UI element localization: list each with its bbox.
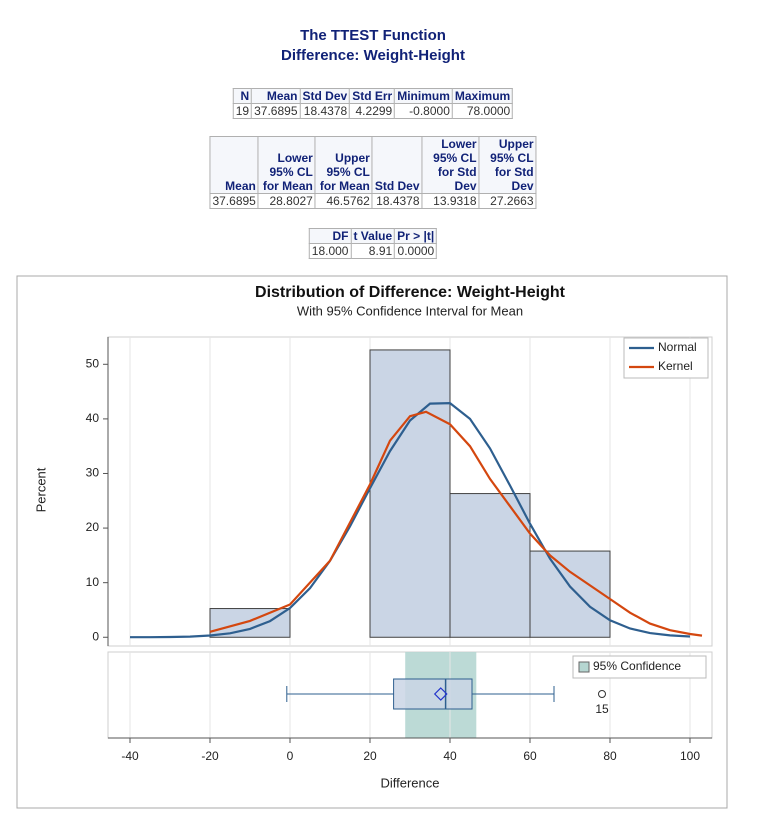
x-tick-label: -20 [201, 749, 219, 763]
cell: 37.6895 [251, 103, 301, 119]
data-row: 18.000 8.91 0.0000 [308, 243, 438, 259]
x-tick-label: 0 [287, 749, 294, 763]
column-header: Std Dev [299, 88, 351, 104]
column-header: Lower 95% CL for Mean [257, 136, 316, 194]
column-header: Upper 95% CL for Mean [314, 136, 373, 194]
data-row: 37.6895 28.8027 46.5762 18.4378 13.9318 27.26… [209, 193, 537, 209]
header-row: DF t Value Pr > |t| [308, 228, 438, 244]
column-header: t Value [350, 228, 396, 244]
mean-marker [433, 687, 448, 701]
y-tick-label: 30 [86, 466, 100, 480]
data-row: 19 37.6895 18.4378 4.2299 -0.8000 78.0000 [232, 103, 514, 119]
cell: 46.5762 [314, 193, 373, 209]
chart-subtitle: With 95% Confidence Interval for Mean [297, 303, 523, 318]
x-tick-label: 40 [443, 749, 457, 763]
y-tick-label: 10 [86, 575, 100, 589]
column-header: Std Err [349, 88, 396, 104]
cell: 18.000 [308, 243, 352, 259]
header-row: Mean Lower 95% CL for Mean Upper 95% CL fo… [209, 136, 537, 194]
bar [209, 608, 291, 638]
column-header: Maximum [451, 88, 514, 104]
bar [449, 493, 531, 638]
column-header: Pr > |t| [394, 228, 438, 244]
column-header: DF [308, 228, 352, 244]
curve-line [130, 401, 691, 639]
column-header: N [232, 88, 253, 104]
x-tick-label: 20 [363, 749, 377, 763]
page-subtitle: Difference: Weight-Height [281, 47, 465, 64]
x-tick-label: 60 [523, 749, 537, 763]
bar [369, 349, 451, 638]
ci-legend-label: 95% Confidence [593, 659, 681, 673]
cell: 78.0000 [451, 103, 514, 119]
y-tick-label: 20 [86, 520, 100, 534]
page-title: The TTEST Function [300, 27, 446, 44]
stats-table: DF t Value Pr > |t| 18.000 8.91 0.0000 [308, 228, 438, 259]
cell: 13.9318 [421, 193, 480, 209]
cell: 0.0000 [394, 243, 438, 259]
legend-label: Kernel [658, 359, 693, 373]
column-header: Minimum [394, 88, 453, 104]
curve-line [209, 410, 703, 637]
legend-box [623, 337, 709, 379]
cell: 37.6895 [209, 193, 259, 209]
column-header: Upper 95% CL for Std Dev [478, 136, 537, 194]
cell: 27.2663 [478, 193, 537, 209]
box [393, 678, 473, 710]
cell: 18.4378 [371, 193, 423, 209]
cell: 28.8027 [257, 193, 316, 209]
x-tick-label: 80 [603, 749, 617, 763]
column-header: Mean [251, 88, 301, 104]
cell: 4.2299 [349, 103, 396, 119]
y-tick-label: 0 [92, 629, 99, 643]
y-tick-label: 40 [86, 411, 100, 425]
cell: 18.4378 [299, 103, 351, 119]
ci-legend-box [572, 655, 707, 679]
stats-table: N Mean Std Dev Std Err Minimum Maximum 19 37.68… [232, 88, 514, 119]
ci-legend-swatch [578, 661, 590, 673]
legend-label: Normal [658, 340, 697, 354]
cell: 19 [232, 103, 253, 119]
header-row: N Mean Std Dev Std Err Minimum Maximum [232, 88, 514, 104]
x-axis-label: Difference [380, 775, 439, 790]
x-tick-label: 100 [680, 749, 700, 763]
outlier-label: 15 [595, 702, 609, 716]
cell: -0.8000 [394, 103, 453, 119]
chart-title: Distribution of Difference: Weight-Heigh… [255, 284, 566, 301]
y-tick-label: 50 [86, 356, 100, 370]
x-tick-label: -40 [121, 749, 139, 763]
cell: 8.91 [350, 243, 396, 259]
bar [529, 550, 611, 638]
outlier [598, 690, 606, 698]
y-axis-label: Percent [33, 467, 48, 512]
column-header: Mean [209, 136, 259, 194]
column-header: Std Dev [371, 136, 423, 194]
stats-table: Mean Lower 95% CL for Mean Upper 95% CL fo… [209, 136, 537, 209]
column-header: Lower 95% CL for Std Dev [421, 136, 480, 194]
